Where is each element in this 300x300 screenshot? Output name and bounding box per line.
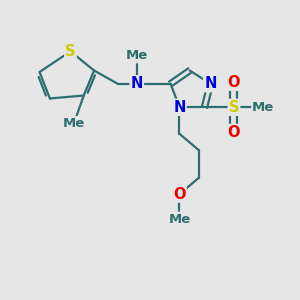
Text: N: N [173,100,186,115]
Text: Me: Me [252,101,274,114]
Text: O: O [228,75,240,90]
Text: S: S [65,44,76,59]
Text: Me: Me [126,49,148,62]
Text: N: N [130,76,143,91]
Text: O: O [173,187,186,202]
Text: Me: Me [62,117,85,130]
Text: S: S [229,100,239,115]
Text: N: N [204,76,217,91]
Text: O: O [228,125,240,140]
Text: Me: Me [168,213,190,226]
